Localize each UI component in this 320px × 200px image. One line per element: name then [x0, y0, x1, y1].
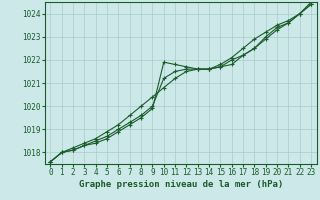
- X-axis label: Graphe pression niveau de la mer (hPa): Graphe pression niveau de la mer (hPa): [79, 180, 283, 189]
